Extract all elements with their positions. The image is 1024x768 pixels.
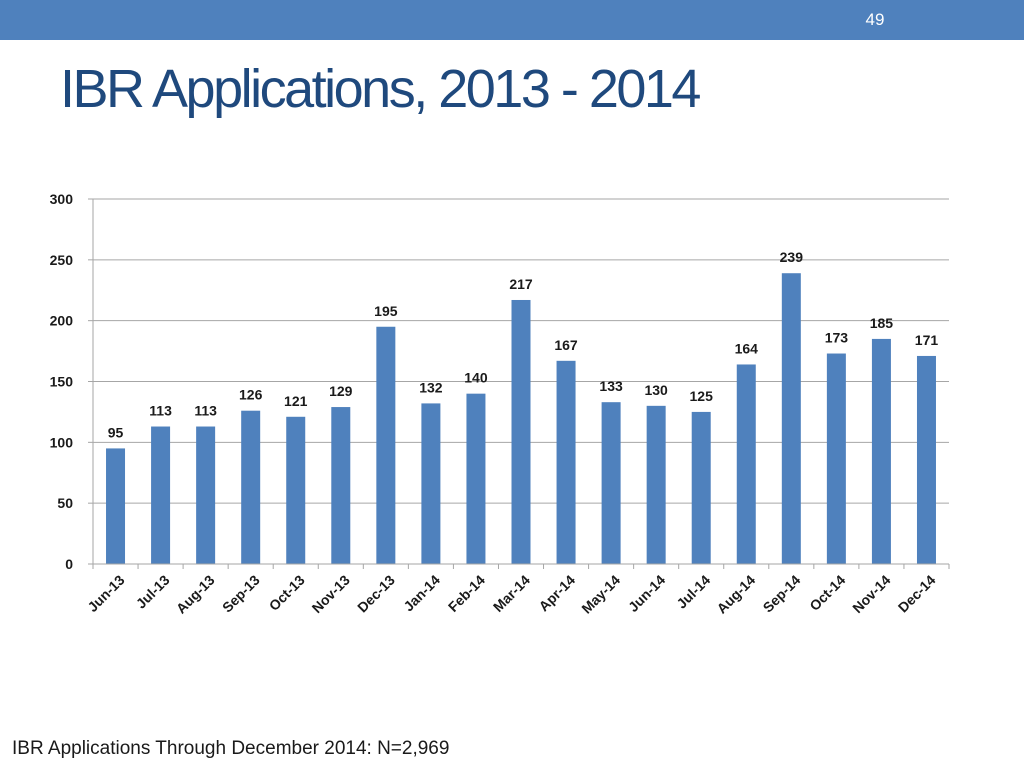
data-label: 113	[194, 403, 217, 419]
data-label: 171	[915, 332, 939, 348]
x-tick-label: Jun-13	[84, 572, 127, 615]
data-label: 217	[509, 276, 533, 292]
x-tick-label: Nov-14	[849, 572, 893, 616]
slide-title: IBR Applications, 2013 - 2014	[60, 59, 701, 119]
y-tick-label: 100	[50, 434, 74, 450]
bar	[691, 411, 711, 564]
bar	[331, 407, 351, 564]
x-tick-label: Apr-14	[535, 572, 578, 615]
bar	[466, 393, 486, 564]
bar	[781, 273, 801, 564]
bar	[826, 353, 846, 564]
data-label: 125	[690, 388, 714, 404]
x-tick-label: Sep-14	[760, 572, 804, 616]
bar	[556, 360, 576, 564]
x-tick-label: Oct-13	[266, 572, 308, 614]
data-label: 130	[644, 382, 668, 398]
data-label: 173	[825, 330, 849, 346]
bar	[511, 299, 531, 564]
bar	[151, 426, 171, 564]
slide-number: 49	[865, 10, 885, 29]
data-label: 121	[284, 393, 308, 409]
x-tick-label: Jul-14	[673, 572, 713, 612]
footnote: IBR Applications Through December 2014: …	[12, 738, 450, 759]
bar	[106, 448, 126, 564]
bar	[421, 403, 441, 564]
data-label: 140	[464, 370, 488, 386]
x-tick-label: Feb-14	[445, 572, 488, 615]
data-label: 164	[735, 340, 759, 356]
x-tick-label: Sep-13	[219, 572, 263, 616]
bar	[376, 326, 396, 564]
data-label: 133	[599, 378, 623, 394]
data-label: 132	[419, 379, 443, 395]
y-tick-label: 50	[57, 495, 73, 511]
bar	[871, 338, 891, 564]
data-label: 239	[780, 249, 804, 265]
x-tick-label: Aug-13	[173, 572, 218, 617]
bar	[916, 355, 936, 564]
x-tick-label: Oct-14	[806, 572, 848, 614]
bar	[286, 416, 306, 564]
x-tick-label: May-14	[578, 572, 623, 617]
bar	[736, 364, 756, 564]
x-tick-label: Jun-14	[625, 572, 668, 615]
bar	[241, 410, 261, 564]
x-tick-label: Jan-14	[400, 572, 443, 615]
x-tick-label: Nov-13	[309, 572, 353, 616]
bar	[601, 402, 621, 564]
data-label: 195	[374, 303, 398, 319]
x-tick-label: Aug-14	[713, 572, 758, 617]
data-label: 129	[329, 383, 353, 399]
bar	[196, 426, 216, 564]
y-tick-label: 250	[50, 252, 74, 268]
data-label: 167	[554, 337, 578, 353]
y-tick-label: 0	[65, 556, 73, 572]
x-tick-label: Dec-13	[354, 572, 398, 616]
y-tick-label: 200	[50, 313, 74, 329]
bar	[646, 405, 666, 564]
x-tick-label: Mar-14	[490, 572, 533, 615]
data-label: 113	[149, 403, 172, 419]
y-tick-label: 300	[50, 191, 74, 207]
y-tick-label: 150	[50, 374, 74, 390]
data-label: 126	[239, 387, 263, 403]
x-tick-label: Dec-14	[895, 572, 939, 616]
data-label: 185	[870, 315, 894, 331]
header-bar: 49	[0, 0, 1024, 40]
x-tick-label: Jul-13	[133, 572, 173, 612]
bar-chart: 0 50 100 150 200 250 300 95 Jun-13 113 Jul-13 113 Au…	[50, 191, 950, 617]
data-label: 95	[108, 424, 124, 440]
